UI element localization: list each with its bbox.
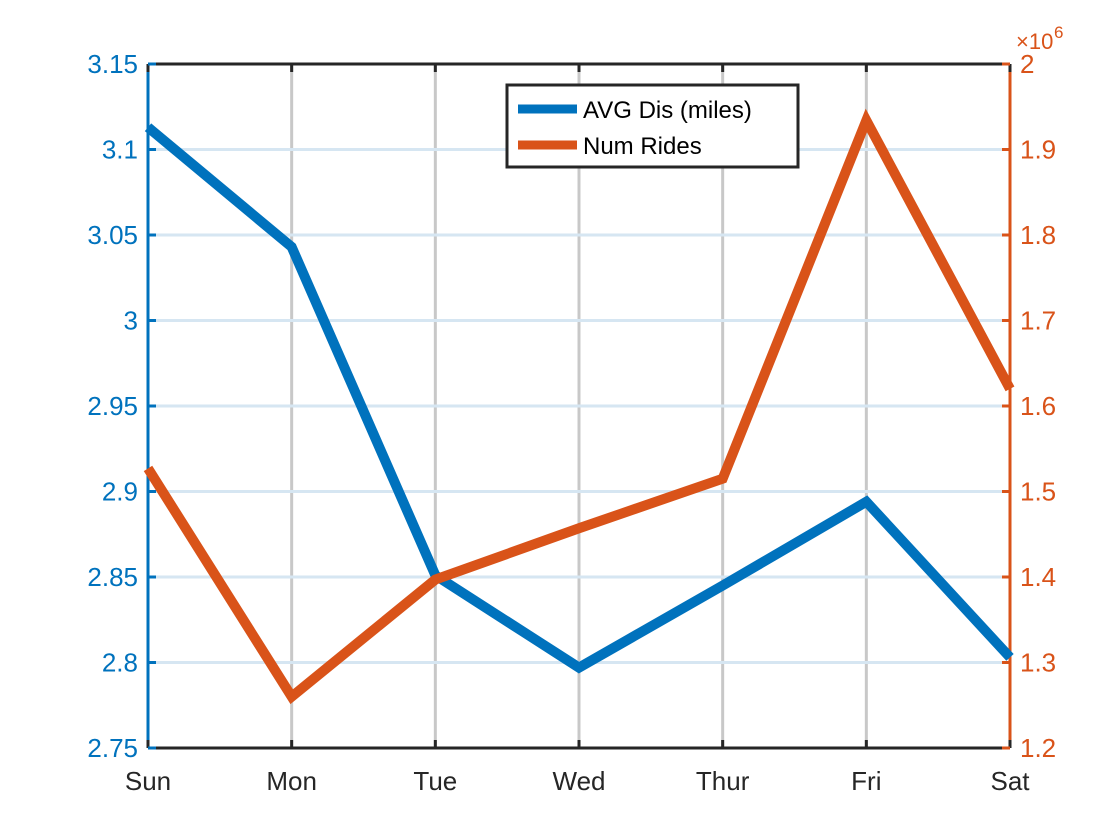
x-tick-label: Wed [553,766,606,796]
x-tick-label: Thur [696,766,750,796]
exponent-base: ×10 [1016,29,1053,54]
right-tick-label: 1.9 [1020,135,1056,165]
right-axis-exponent: ×10 6 [1016,23,1063,54]
x-tick-label: Sat [990,766,1030,796]
x-tick-label: Fri [851,766,881,796]
x-tick-label: Tue [413,766,457,796]
right-tick-label: 1.3 [1020,648,1056,678]
grid-lines [148,64,1010,748]
legend-label-num-rides: Num Rides [583,133,702,160]
left-tick-label: 3.05 [87,220,138,250]
right-tick-label: 1.7 [1020,306,1056,336]
x-tick-label: Mon [266,766,317,796]
series-lines [143,108,1015,705]
exponent-power: 6 [1054,23,1063,42]
left-tick-label: 3.15 [87,49,138,79]
left-tick-label: 2.85 [87,562,138,592]
left-tick-label: 2.75 [87,733,138,763]
x-tick-label: Sun [125,766,171,796]
left-tick-label: 3 [124,306,138,336]
left-tick-label: 2.8 [102,648,138,678]
right-tick-label: 1.4 [1020,562,1056,592]
series-line-num-rides [143,108,1015,705]
legend: AVG Dis (miles) Num Rides [505,83,800,169]
left-tick-label: 2.95 [87,391,138,421]
right-tick-label: 1.6 [1020,391,1056,421]
right-tick-label: 1.5 [1020,477,1056,507]
left-tick-label: 3.1 [102,135,138,165]
series-line-avg-dis [144,123,1014,674]
tick-labels: Sun Mon Tue Wed Thur Fri Sat 2.75 2.8 2.85 2.9 2.95… [87,49,1056,796]
right-tick-label: 1.8 [1020,220,1056,250]
left-tick-label: 2.9 [102,477,138,507]
legend-box [505,83,800,169]
right-tick-label: 2 [1020,49,1034,79]
legend-label-avg-dis: AVG Dis (miles) [583,97,752,124]
axes [146,62,1012,750]
right-tick-label: 1.2 [1020,733,1056,763]
